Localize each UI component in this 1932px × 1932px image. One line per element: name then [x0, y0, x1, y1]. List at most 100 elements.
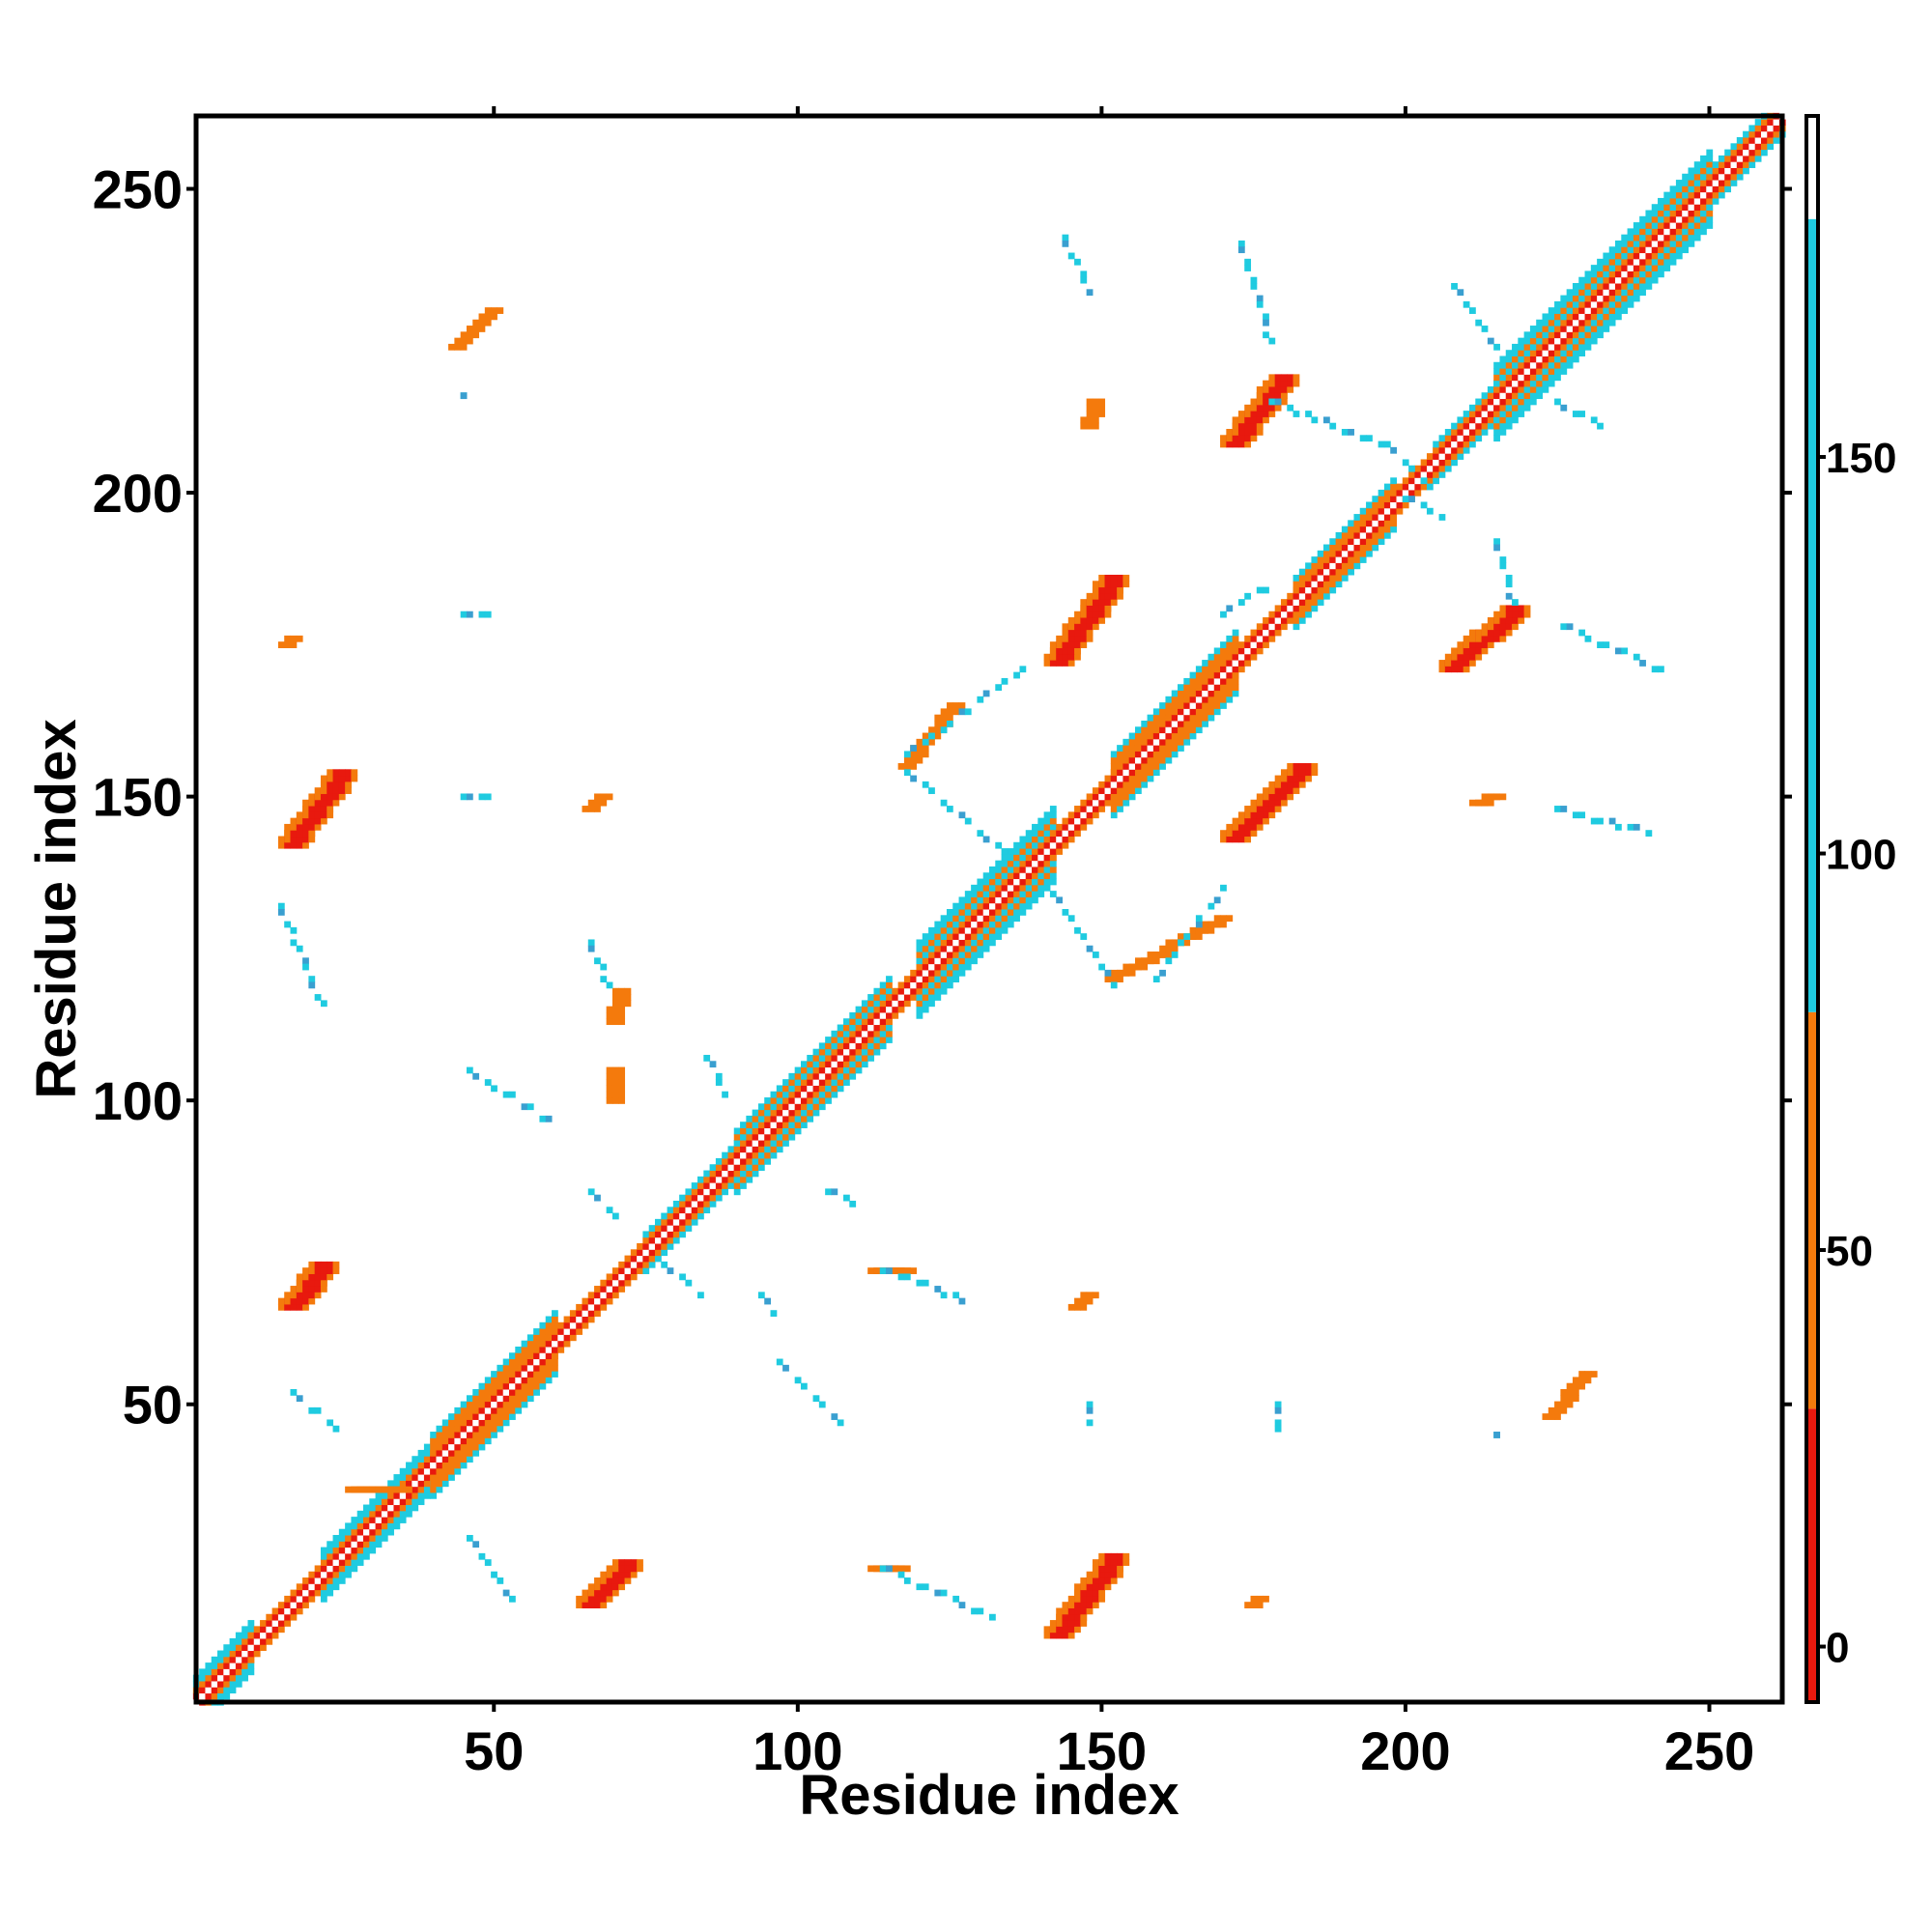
contact-cell [618, 1066, 626, 1074]
diagonal-cell [1037, 848, 1045, 855]
diagonal-cell [1493, 368, 1500, 375]
contact-cell [1523, 611, 1531, 618]
diagonal-cell [1645, 215, 1653, 223]
contact-cell [1086, 1571, 1094, 1578]
contact-cell [327, 806, 334, 812]
contact-cell [1074, 1589, 1081, 1597]
diagonal-cell [1608, 265, 1616, 271]
contact-cell [903, 756, 911, 764]
diagonal-cell [302, 1589, 309, 1597]
diagonal-cell [1627, 300, 1634, 308]
diagonal-cell [277, 1620, 285, 1627]
diagonal-cell [958, 963, 966, 971]
diagonal-cell [1518, 337, 1525, 345]
diagonal-cell [1706, 161, 1714, 168]
diagonal-cell [1457, 416, 1464, 424]
contact-cell [308, 806, 316, 812]
diagonal-cell [1675, 191, 1683, 199]
contact-cell [1263, 811, 1269, 819]
contact-cell [290, 926, 298, 934]
contact-cell [1505, 617, 1513, 624]
diagonal-cell [1274, 629, 1282, 637]
contact-cell [1092, 605, 1099, 612]
diagonal-cell [600, 1286, 608, 1293]
contact-cell [594, 1589, 601, 1597]
diagonal-cell [1469, 422, 1476, 430]
contact-cell [1280, 787, 1288, 794]
diagonal-cell [1512, 380, 1519, 387]
diagonal-cell [1663, 222, 1671, 229]
diagonal-cell [1426, 465, 1434, 472]
diagonal-cell [1189, 720, 1197, 727]
contact-cell [296, 1279, 303, 1287]
contact-cell [1195, 921, 1203, 928]
diagonal-cell [1754, 119, 1762, 126]
diagonal-cell [1390, 501, 1398, 509]
diagonal-cell [818, 1103, 826, 1111]
contact-cell [1159, 945, 1166, 952]
contact-cell [545, 1115, 553, 1122]
diagonal-cell [199, 1668, 206, 1676]
diagonal-cell [1481, 428, 1489, 436]
diagonal-cell [1178, 738, 1184, 746]
diagonal-cell [356, 1517, 364, 1523]
contact-cell [679, 1273, 686, 1281]
contact-cell [1493, 544, 1500, 552]
contact-cell [1244, 422, 1252, 430]
diagonal-cell [515, 1371, 523, 1378]
diagonal-cell [1542, 368, 1549, 375]
diagonal-cell [995, 915, 1003, 923]
diagonal-cell [1675, 197, 1683, 205]
diagonal-cell [1487, 385, 1494, 393]
diagonal-cell [491, 1425, 497, 1433]
contact-cell [1165, 945, 1173, 952]
contact-cell [1074, 1583, 1081, 1591]
contact-cell [1329, 422, 1337, 430]
contact-cell [356, 1486, 364, 1493]
contact-cell [1049, 1620, 1057, 1627]
contact-cell [1080, 1613, 1088, 1621]
diagonal-cell [740, 1176, 747, 1183]
diagonal-cell [1110, 806, 1118, 812]
contact-cell [1220, 915, 1227, 923]
contact-cell [1578, 1371, 1586, 1378]
contact-cell [320, 817, 327, 825]
diagonal-cell [260, 1620, 267, 1627]
contact-cell [1080, 416, 1088, 424]
diagonal-cell [1366, 526, 1373, 533]
diagonal-cell [740, 1146, 747, 1153]
contact-cell [1171, 952, 1179, 958]
diagonal-cell [1037, 884, 1045, 892]
diagonal-cell [1487, 392, 1494, 400]
diagonal-cell [1378, 514, 1385, 521]
diagonal-cell [1658, 246, 1664, 254]
diagonal-cell [764, 1127, 772, 1135]
contact-cell [1505, 605, 1513, 612]
contact-cell [928, 726, 935, 734]
diagonal-cell [1603, 295, 1610, 302]
contact-cell [611, 1583, 619, 1591]
diagonal-cell [825, 1037, 832, 1043]
contact-cell [1226, 428, 1234, 436]
diagonal-cell [934, 976, 942, 982]
diagonal-cell [971, 926, 978, 934]
contact-cell [1092, 592, 1099, 600]
diagonal-cell [886, 981, 893, 989]
diagonal-cell [1512, 350, 1519, 357]
diagonal-cell [1128, 781, 1136, 788]
diagonal-cell [1736, 149, 1744, 156]
diagonal-cell [1359, 514, 1367, 521]
diagonal-cell [1724, 167, 1732, 175]
contact-cell [934, 714, 942, 722]
diagonal-cell [1032, 878, 1038, 886]
diagonal-cell [448, 1456, 455, 1463]
diagonal-cell [576, 1316, 582, 1323]
contact-cell [314, 806, 322, 812]
diagonal-cell [497, 1413, 504, 1420]
diagonal-cell [393, 1510, 401, 1518]
diagonal-cell [1402, 483, 1409, 491]
contact-cell [1274, 404, 1282, 412]
diagonal-cell [1104, 793, 1112, 801]
diagonal-cell [667, 1236, 674, 1244]
contact-cell [958, 1602, 966, 1608]
